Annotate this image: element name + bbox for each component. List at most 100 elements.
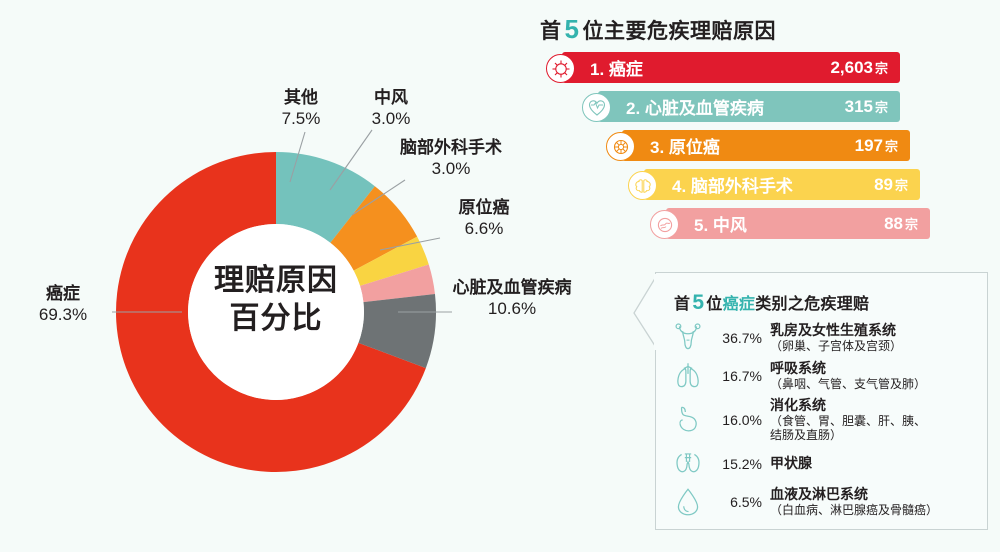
cancer-type-sub-3: 结肠及直肠） bbox=[770, 428, 843, 443]
cancer-type-list: 36.7% 乳房及女性生殖系统 （卵巢、子宫体及宫颈） 16.7% 呼吸系统 （鼻咽、气管… bbox=[666, 321, 982, 523]
cancer-type-text-3: 消化系统 （食管、胃、胆囊、肝、胰、 结肠及直肠） bbox=[770, 397, 982, 443]
pie-label-cancer-name: 癌症 bbox=[46, 284, 80, 303]
cancer-type-percent-3: 16.0% bbox=[722, 411, 762, 428]
pie-label-heart-vascular: 心脏及血管疾病 10.6% bbox=[432, 278, 592, 319]
cancer-type-main-5: 血液及淋巴系统 bbox=[770, 485, 868, 502]
cancer-type-row-5: 6.5% 血液及淋巴系统 （白血病、淋巴腺癌及骨髓癌） bbox=[666, 485, 982, 519]
ranking-title: 首 5 位主要危疾理赔原因 bbox=[540, 14, 776, 45]
brain-icon bbox=[628, 171, 657, 200]
ranking-bar-label-5: 5. 中风 bbox=[694, 216, 747, 235]
donut-slice-cancer bbox=[116, 152, 426, 472]
pie-label-brain-surgery-value: 3.0% bbox=[431, 158, 471, 178]
cancer-type-text-1: 乳房及女性生殖系统 （卵巢、子宫体及宫颈） bbox=[770, 322, 982, 353]
donut-slice-脑部外科手术 bbox=[353, 236, 429, 286]
thyroid-icon bbox=[666, 447, 710, 481]
ranking-bar-4[interactable]: 4. 脑部外科手术 89 宗 bbox=[644, 169, 920, 200]
ranking-bar-row-2[interactable]: 2. 心脏及血管疾病 315 宗 bbox=[540, 91, 1000, 125]
cancer-type-row-4: 15.2% 甲状腺 bbox=[666, 447, 982, 481]
pie-label-brain-surgery-name: 脑部外科手术 bbox=[400, 138, 502, 157]
leader-insitu bbox=[379, 237, 441, 251]
ranking-bar-2[interactable]: 2. 心脏及血管疾病 315 宗 bbox=[598, 91, 900, 122]
leader-other bbox=[289, 131, 306, 183]
cancer-type-row-2: 16.7% 呼吸系统 （鼻咽、气管、支气管及肺） bbox=[666, 359, 982, 393]
pie-label-carcinoma-in-situ: 原位癌 6.6% bbox=[438, 198, 530, 239]
donut-center-text: 理赔原因 百分比 bbox=[186, 262, 366, 339]
ranking-bar-5[interactable]: 5. 中风 88 宗 bbox=[666, 208, 930, 239]
pie-label-brain-surgery: 脑部外科手术 3.0% bbox=[378, 138, 524, 179]
heart-icon bbox=[582, 93, 611, 122]
cancer-type-percent-1: 36.7% bbox=[722, 330, 762, 346]
right-column: 首 5 位主要危疾理赔原因 1. 癌症 2,603 宗 2. 心脏及血管疾病 315 宗 3. … bbox=[540, 0, 1000, 552]
ranking-title-prefix: 首 bbox=[540, 20, 562, 43]
ranking-bar-count-2: 315 bbox=[844, 96, 873, 116]
pie-label-stroke-value: 3.0% bbox=[371, 108, 411, 128]
ranking-bar-list: 1. 癌症 2,603 宗 2. 心脏及血管疾病 315 宗 3. 原位癌 197 宗 4. 脑部… bbox=[540, 52, 1000, 247]
ranking-bar-label-3: 3. 原位癌 bbox=[650, 138, 720, 157]
ranking-bar-count-3: 197 bbox=[854, 135, 883, 155]
cancer-type-sub-5: （白血病、淋巴腺癌及骨髓癌） bbox=[770, 502, 939, 517]
pie-label-carcinoma-in-situ-value: 6.6% bbox=[464, 218, 504, 238]
pie-label-other: 其他 7.5% bbox=[262, 88, 340, 129]
cancer-type-row-3: 16.0% 消化系统 （食管、胃、胆囊、肝、胰、 结肠及直肠） bbox=[666, 397, 982, 443]
lungs-icon bbox=[666, 359, 710, 393]
panel-callout-pointer bbox=[633, 273, 657, 351]
ranking-bar-unit-4: 宗 bbox=[894, 177, 908, 193]
uterus-icon bbox=[666, 321, 710, 355]
cell-icon bbox=[606, 132, 635, 161]
cancer-panel-title-highlight: 癌症 bbox=[722, 296, 756, 313]
ranking-title-suffix: 位主要危疾理赔原因 bbox=[582, 20, 776, 43]
cancer-type-percent-5: 6.5% bbox=[730, 493, 762, 510]
donut-svg bbox=[112, 129, 452, 472]
cancer-panel-title-mid: 位 bbox=[706, 296, 723, 313]
pie-label-carcinoma-in-situ-name: 原位癌 bbox=[458, 198, 510, 217]
pie-label-stroke-name: 中风 bbox=[374, 88, 408, 107]
ranking-bar-1[interactable]: 1. 癌症 2,603 宗 bbox=[562, 52, 900, 83]
ranking-bar-3[interactable]: 3. 原位癌 197 宗 bbox=[622, 130, 910, 161]
cancer-type-sub-1: （卵巢、子宫体及宫颈） bbox=[770, 339, 903, 354]
pie-label-other-name: 其他 bbox=[284, 88, 318, 107]
ranking-bar-unit-5: 宗 bbox=[904, 216, 918, 232]
donut-slice-原位癌 bbox=[330, 186, 418, 271]
ranking-bar-value-5: 88 宗 bbox=[884, 214, 918, 234]
cancer-panel-title-suffix: 类别之危疾理赔 bbox=[755, 296, 870, 313]
donut-chart: 理赔原因 百分比 癌症 69.3% 其他 7.5% 中风 3.0% 脑部外科手术… bbox=[38, 88, 572, 472]
pie-label-heart-vascular-name: 心脏及血管疾病 bbox=[452, 278, 572, 297]
leader-stroke bbox=[329, 129, 373, 191]
cancer-type-main-3: 消化系统 bbox=[770, 397, 826, 413]
cancer-type-percent-2: 16.7% bbox=[722, 368, 762, 384]
cancer-type-text-2: 呼吸系统 （鼻咽、气管、支气管及肺） bbox=[770, 360, 982, 391]
cancer-type-main-2: 呼吸系统 bbox=[770, 360, 826, 377]
pie-label-heart-vascular-value: 10.6% bbox=[487, 298, 537, 318]
ranking-bar-label-4: 4. 脑部外科手术 bbox=[672, 177, 793, 196]
ranking-bar-row-1[interactable]: 1. 癌症 2,603 宗 bbox=[540, 52, 1000, 86]
cancer-type-sub-2: （鼻咽、气管、支气管及肺） bbox=[770, 377, 927, 392]
ranking-bar-value-2: 315 宗 bbox=[845, 97, 888, 117]
cancer-type-main-4: 甲状腺 bbox=[770, 455, 812, 472]
ranking-bar-label-2: 2. 心脏及血管疾病 bbox=[626, 99, 764, 118]
ranking-bar-row-5[interactable]: 5. 中风 88 宗 bbox=[540, 208, 1000, 242]
cancer-type-sub-3: （食管、胃、胆囊、肝、胰、 bbox=[770, 413, 927, 428]
stroke-icon bbox=[650, 210, 679, 239]
stomach-icon bbox=[666, 403, 710, 437]
donut-slice-中风 bbox=[360, 264, 435, 303]
cancer-type-row-1: 36.7% 乳房及女性生殖系统 （卵巢、子宫体及宫颈） bbox=[666, 321, 982, 355]
ranking-title-number: 5 bbox=[564, 14, 580, 44]
blood-drop-icon bbox=[666, 485, 710, 519]
donut-slice-心脏及血管疾病 bbox=[276, 152, 375, 243]
ranking-bar-row-3[interactable]: 3. 原位癌 197 宗 bbox=[540, 130, 1000, 164]
cancer-panel-title: 首5 位癌症类别之危疾理赔 bbox=[674, 290, 869, 315]
ranking-bar-value-3: 197 宗 bbox=[855, 136, 898, 156]
ranking-bar-count-1: 2,603 bbox=[830, 57, 873, 77]
pie-label-cancer-value: 69.3% bbox=[38, 304, 88, 324]
ranking-bar-row-4[interactable]: 4. 脑部外科手术 89 宗 bbox=[540, 169, 1000, 203]
donut-center-line1: 理赔原因 bbox=[214, 264, 338, 297]
leader-lines bbox=[112, 129, 452, 313]
ranking-bar-label-1: 1. 癌症 bbox=[590, 60, 643, 79]
ranking-bar-unit-2: 宗 bbox=[874, 99, 888, 115]
cancer-panel-title-prefix: 首 bbox=[674, 296, 691, 313]
leader-brain bbox=[351, 179, 406, 216]
cancer-detail-panel: 首5 位癌症类别之危疾理赔 36.7% 乳房及女性生殖系统 （卵巢、子宫体及宫颈） 16… bbox=[633, 272, 988, 530]
ranking-bar-count-4: 89 bbox=[874, 174, 893, 194]
cancer-type-text-4: 甲状腺 bbox=[770, 455, 982, 472]
